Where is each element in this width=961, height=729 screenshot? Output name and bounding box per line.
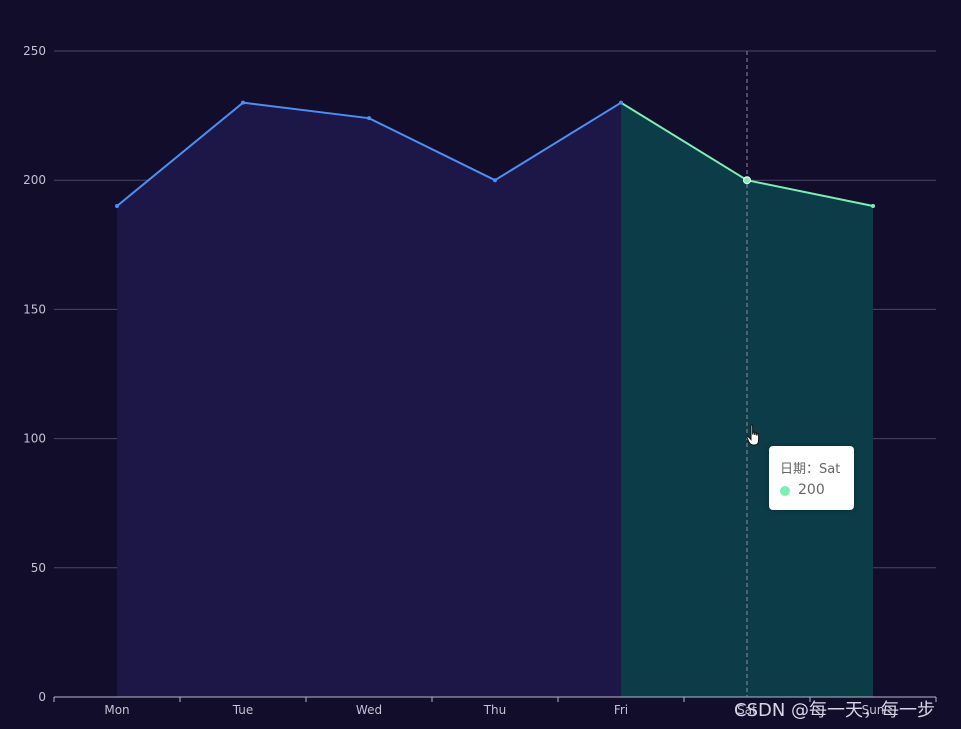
series-marker-icon: [780, 485, 790, 496]
y-tick-label: 100: [23, 432, 46, 446]
y-tick-label: 0: [38, 690, 46, 704]
tooltip: 日期：Sat 200: [769, 446, 854, 510]
tooltip-value: 200: [798, 482, 825, 498]
data-points: [115, 100, 875, 209]
x-tick-label: Fri: [614, 703, 628, 717]
x-axis: [53, 696, 937, 702]
data-point: [743, 176, 751, 185]
y-tick-label: 50: [31, 561, 46, 575]
x-tick-label: Wed: [356, 703, 382, 717]
x-tick-label: Thu: [483, 703, 507, 717]
y-tick-label: 150: [23, 302, 46, 316]
area-fills: [117, 102, 873, 698]
x-tick-label: Sat: [737, 703, 757, 717]
area-segment: [117, 102, 621, 698]
tooltip-label: 日期：Sat: [780, 462, 841, 477]
data-point: [115, 204, 119, 209]
data-point: [871, 204, 875, 209]
data-point: [619, 100, 623, 105]
hand-pointer-icon: [746, 424, 760, 446]
y-axis-labels: 0 50 100 150 200 250: [23, 44, 46, 704]
x-axis-labels: Mon Tue Wed Thu Fri Sat Sun: [104, 703, 884, 717]
tooltip-title: 日期：Sat: [780, 459, 844, 480]
x-tick-label: Tue: [232, 703, 254, 717]
watermark: CSDN @每一天，每一步: [734, 700, 936, 721]
y-tick-label: 200: [23, 173, 46, 187]
data-point: [241, 100, 245, 105]
y-tick-label: 250: [23, 44, 46, 58]
tooltip-value-row: 200: [780, 480, 844, 501]
x-tick-label: Sun: [862, 703, 885, 717]
area-segment: [621, 102, 873, 698]
data-point: [367, 116, 371, 121]
data-point: [493, 178, 497, 183]
x-tick-label: Mon: [104, 703, 129, 717]
